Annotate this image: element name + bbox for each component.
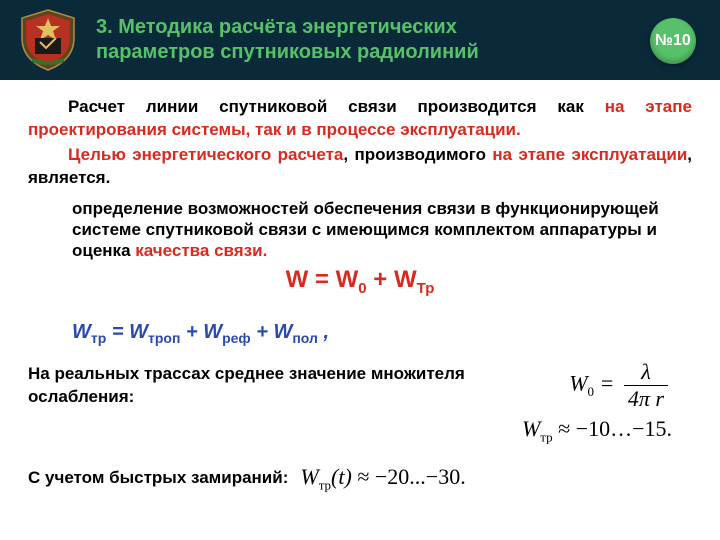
wtrt-sub: тр — [319, 478, 331, 493]
slide-header: 3. Методика расчёта энергетических парам… — [0, 0, 720, 80]
fb-sub-ref: реф — [222, 330, 251, 346]
row-wtr: Wтр ≈ −10…−15. — [28, 414, 692, 446]
title-line-2: параметров спутниковых радиолиний — [96, 41, 479, 63]
w0-den: 4π r — [624, 388, 668, 410]
paragraph-2: Целью энергетического расчета, производи… — [28, 144, 692, 190]
wtrt-rhs: ≈ −20...−30. — [352, 464, 466, 489]
fb-sub-tr: тр — [91, 330, 106, 346]
w0-eq: = — [594, 371, 620, 396]
slide-number-badge: №10 — [650, 18, 696, 64]
slide-number-text: №10 — [655, 32, 691, 50]
fm-w: W = W — [286, 266, 359, 293]
p1-text-1: Расчет линии спутниковой связи производи… — [68, 97, 605, 116]
row-fading: С учетом быстрых замираний: Wтр(t) ≈ −20… — [28, 462, 692, 494]
fading-label: С учетом быстрых замираний: — [28, 467, 288, 490]
w0-num: λ — [637, 361, 655, 383]
paragraph-3: определение возможностей обеспечения свя… — [28, 190, 692, 262]
fb-sub-pol: пол — [292, 330, 318, 346]
p2-red-2: на этапе эксплуатации — [492, 145, 687, 164]
w0-lhs: W — [569, 371, 587, 396]
slide-title: 3. Методика расчёта энергетических парам… — [96, 15, 720, 65]
wtrt-t: (t) — [331, 464, 352, 489]
avg-label: На реальных трассах среднее значение мно… — [28, 363, 569, 409]
fm-subtr: Тр — [417, 279, 435, 296]
formula-blue: Wтр = Wтроп + Wреф + Wпол , — [72, 319, 692, 348]
fb-lhs: W — [72, 321, 91, 343]
p2-text-1: , производимого — [343, 145, 492, 164]
paragraph-1: Расчет линии спутниковой связи производи… — [28, 96, 692, 142]
fb-sub-trop: троп — [148, 330, 180, 346]
fm-plus: + W — [367, 266, 417, 293]
formula-wtrt: Wтр(t) ≈ −20...−30. — [300, 462, 465, 494]
fb-p2: + W — [251, 321, 293, 343]
wtr-rhs: ≈ −10…−15. — [553, 416, 672, 441]
emblem-icon — [18, 8, 78, 72]
fb-tail: , — [318, 321, 329, 343]
slide-content: Расчет линии спутниковой связи производи… — [0, 80, 720, 494]
fb-eq: = W — [106, 321, 148, 343]
title-line-1: 3. Методика расчёта энергетических — [96, 16, 457, 38]
row-avg: На реальных трассах среднее значение мно… — [28, 361, 692, 410]
wtr-lhs: W — [522, 416, 540, 441]
fm-sub0: 0 — [358, 279, 366, 296]
formula-wtr: Wтр ≈ −10…−15. — [522, 414, 672, 446]
formula-w0: W0 = λ4π r — [569, 361, 672, 410]
wtrt-lhs: W — [300, 464, 318, 489]
fb-p1: + W — [180, 321, 222, 343]
wtr-sub: тр — [540, 430, 552, 445]
p3-red: качества связи. — [135, 241, 267, 260]
p2-red-1: Целью энергетического расчета — [68, 145, 343, 164]
formula-main: W = W0 + WТр — [28, 264, 692, 299]
